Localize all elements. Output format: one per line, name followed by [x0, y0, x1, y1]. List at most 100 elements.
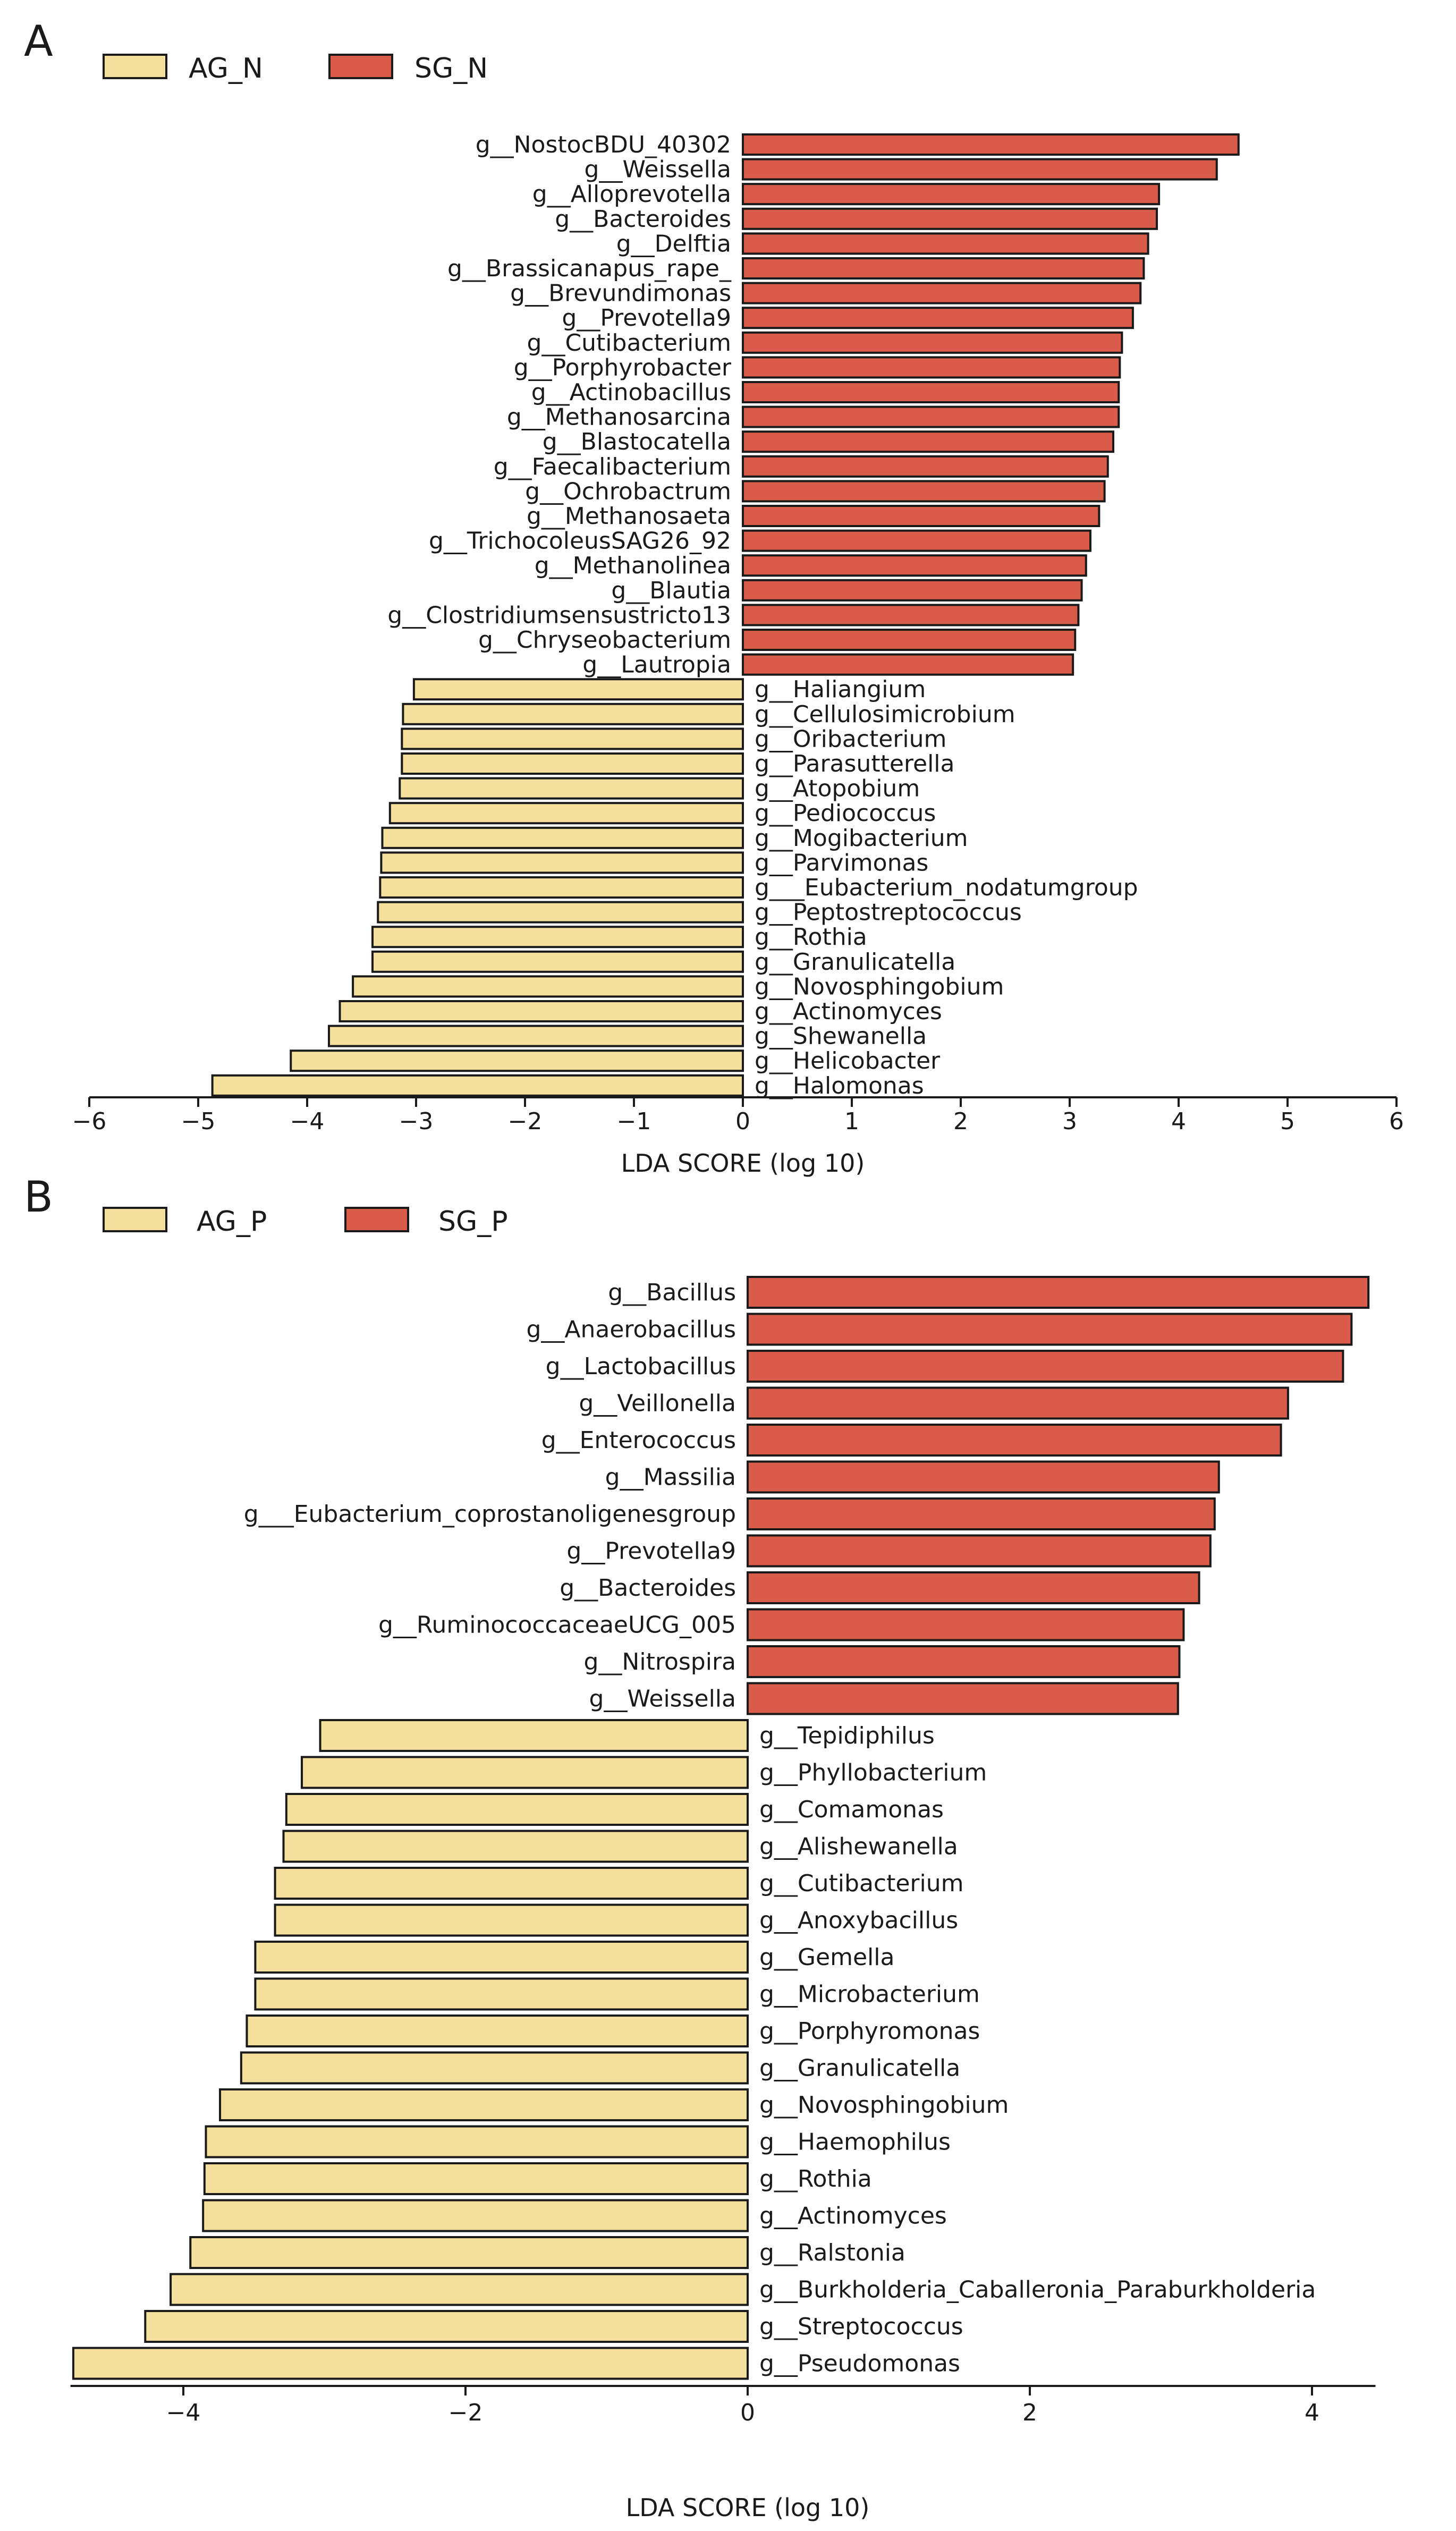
panel-a-bar-label-ochrobactrum: g__Ochrobactrum [525, 478, 731, 505]
panel-a-x-tick-label-0: 0 [735, 1108, 750, 1135]
panel-a-bar-label-shewanella: g__Shewanella [755, 1023, 927, 1050]
panel-a-bar-faecalibacterium [742, 455, 1109, 478]
panel-a-legend-label-sg_n: SG_N [414, 53, 488, 84]
panel-b-bar-eubacterium-coprostanoligenesgroup [747, 1497, 1216, 1530]
panel-a-bar-label-parasutterella: g__Parasutterella [755, 750, 955, 777]
panel-a-x-tick-label--4: −4 [290, 1108, 325, 1135]
panel-a-bar-label-rothia: g__Rothia [755, 924, 867, 951]
panel-b-bar-label-microbacterium: g__Microbacterium [759, 1981, 980, 2008]
panel-a-x-tick-label--1: −1 [617, 1108, 651, 1135]
panel-a-bar-label-helicobacter: g__Helicobacter [755, 1047, 941, 1074]
panel-a-bar-atopobium [399, 777, 744, 800]
panel-a-x-tick-label-3: 3 [1062, 1108, 1077, 1135]
panel-b-bar-label-porphyromonas: g__Porphyromonas [759, 2018, 980, 2045]
panel-b-bar-anaerobacillus [747, 1313, 1353, 1346]
panel-a-bar-methanosarcina [742, 405, 1120, 428]
panel-a-bar-actinomyces [338, 1000, 744, 1022]
panel-b-legend-swatch-sg_p [344, 1207, 409, 1232]
panel-b-legend-swatch-ag_p [103, 1207, 167, 1232]
panel-b-bar-alishewanella [282, 1830, 749, 1863]
panel-b-legend-label-ag_p: AG_P [197, 1206, 267, 1238]
panel-b-bar-granulicatella [240, 2051, 749, 2085]
panel-b-bar-label-enterococcus: g__Enterococcus [541, 1427, 736, 1454]
panel-a-bar-label-bacteroides: g__Bacteroides [555, 206, 731, 233]
panel-b-x-axis-title: LDA SCORE (log 10) [626, 2493, 870, 2522]
panel-b-bar-label-anaerobacillus: g__Anaerobacillus [526, 1316, 736, 1343]
panel-b-bar-label-burkholderia-caballeronia-paraburkholderia: g__Burkholderia_Caballeronia_Paraburkhol… [759, 2276, 1316, 2304]
panel-b-bar-ruminococcaceaeucg-005 [747, 1608, 1185, 1641]
panel-a-bar-label-blastocatella: g__Blastocatella [543, 428, 731, 455]
panel-a-bar-label-brevundimonas: g__Brevundimonas [510, 280, 731, 307]
panel-b-legend-label-sg_p: SG_P [438, 1206, 508, 1238]
panel-a-bar-cutibacterium [742, 331, 1123, 354]
panel-a-bar-label-blautia: g__Blautia [611, 577, 731, 604]
panel-b-bar-label-phyllobacterium: g__Phyllobacterium [759, 1759, 987, 1787]
panel-b-x-tick-label--2: −2 [448, 2399, 483, 2426]
panel-a-bar-delftia [742, 232, 1149, 255]
panel-b-bar-label-bacillus: g__Bacillus [608, 1279, 736, 1306]
panel-a-bar-label-granulicatella: g__Granulicatella [755, 949, 955, 976]
panel-b-bar-microbacterium [254, 1977, 749, 2011]
panel-a-bar-eubacterium-nodatumgroup [379, 876, 744, 899]
panel-b-bar-label-haemophilus: g__Haemophilus [759, 2129, 951, 2156]
panel-a-bar-lautropia [742, 653, 1074, 676]
panel-a-legend-swatch-sg_n [328, 54, 393, 79]
panel-a-x-axis-title: LDA SCORE (log 10) [621, 1149, 865, 1178]
panel-b-bar-nitrospira [747, 1645, 1181, 1678]
panel-b-bar-burkholderia-caballeronia-paraburkholderia [170, 2273, 749, 2306]
panel-a-x-tick-label--5: −5 [181, 1108, 216, 1135]
panel-a-bar-label-actinobacillus: g__Actinobacillus [531, 379, 731, 406]
panel-b-bar-label-massilia: g__Massilia [605, 1464, 736, 1491]
panel-b-x-tick-label-0: 0 [740, 2399, 755, 2426]
panel-a-bar-weissella [742, 158, 1218, 181]
panel-b-bar-label-bacteroides: g__Bacteroides [560, 1575, 736, 1602]
panel-b-bar-label-gemella: g__Gemella [759, 1944, 894, 1971]
panel-a-bar-bacteroides [742, 207, 1158, 230]
panel-a-x-tick-label--2: −2 [508, 1108, 543, 1135]
panel-a-bar-label-pediococcus: g__Pediococcus [755, 800, 936, 827]
panel-a-bar-blastocatella [742, 430, 1114, 453]
panel-b-bar-prevotella9 [747, 1534, 1212, 1568]
panel-a-legend-label-ag_n: AG_N [189, 53, 263, 84]
panel-b-bar-rothia [203, 2162, 749, 2195]
panel-a-bar-methanolinea [742, 554, 1087, 577]
panel-a-bar-parasutterella [401, 752, 744, 775]
panel-a-bar-peptostreptococcus [377, 901, 744, 924]
panel-a-bar-parvimonas [380, 851, 744, 874]
panel-b-bar-label-cutibacterium: g__Cutibacterium [759, 1870, 963, 1897]
panel-b-bar-ralstonia [189, 2236, 749, 2269]
panel-b-bar-pseudomonas [72, 2347, 749, 2380]
panel-b-bar-label-eubacterium-coprostanoligenesgroup: g___Eubacterium_coprostanoligenesgroup [244, 1501, 736, 1528]
panel-b-bar-label-veillonella: g__Veillonella [579, 1390, 736, 1417]
panel-b-bar-novosphingobium [219, 2088, 749, 2121]
panel-b-bar-weissella [747, 1682, 1179, 1715]
panel-a-bar-label-lautropia: g__Lautropia [582, 651, 731, 679]
panel-a-bar-label-haliangium: g__Haliangium [755, 676, 926, 703]
panel-b-bar-label-alishewanella: g__Alishewanella [759, 1833, 958, 1860]
panel-b-x-tick-label-4: 4 [1305, 2399, 1319, 2426]
panel-b-bar-label-granulicatella: g__Granulicatella [759, 2055, 960, 2082]
panel-a-bar-label-weissella: g__Weissella [585, 156, 731, 183]
panel-b-bar-actinomyces [202, 2199, 749, 2232]
panel-a-bar-label-nostocbdu-40302: g__NostocBDU_40302 [476, 131, 731, 158]
panel-a-bar-label-actinomyces: g__Actinomyces [755, 998, 942, 1025]
panel-a-x-tick-label-1: 1 [844, 1108, 859, 1135]
panel-a-bar-label-eubacterium-nodatumgroup: g___Eubacterium_nodatumgroup [755, 874, 1138, 901]
panel-a-bar-label-methanolinea: g__Methanolinea [535, 552, 731, 579]
panel-b-bar-label-lactobacillus: g__Lactobacillus [546, 1353, 736, 1380]
panel-a-bar-blautia [742, 579, 1083, 602]
panel-a-letter: A [24, 16, 53, 66]
panel-a-bar-label-cutibacterium: g__Cutibacterium [527, 329, 731, 357]
panel-b-bar-streptococcus [144, 2310, 749, 2343]
panel-b-bar-gemella [254, 1941, 749, 1974]
panel-a-bar-label-trichocoleussag26-92: g__TrichocoleusSAG26_92 [429, 528, 731, 555]
panel-a-bar-label-brassicanapus-rape-: g__Brassicanapus_rape_ [447, 255, 732, 282]
panel-a-bar-label-parvimonas: g__Parvimonas [755, 849, 928, 876]
panel-a-bar-halomonas [211, 1074, 744, 1097]
panel-b-bar-label-ralstonia: g__Ralstonia [759, 2239, 905, 2266]
panel-a-bar-shewanella [328, 1025, 744, 1047]
panel-a-bar-label-halomonas: g__Halomonas [755, 1072, 924, 1099]
panel-a-bar-rothia [371, 926, 744, 949]
panel-a-bar-label-mogibacterium: g__Mogibacterium [755, 825, 968, 852]
panel-b-bar-lactobacillus [747, 1350, 1344, 1383]
